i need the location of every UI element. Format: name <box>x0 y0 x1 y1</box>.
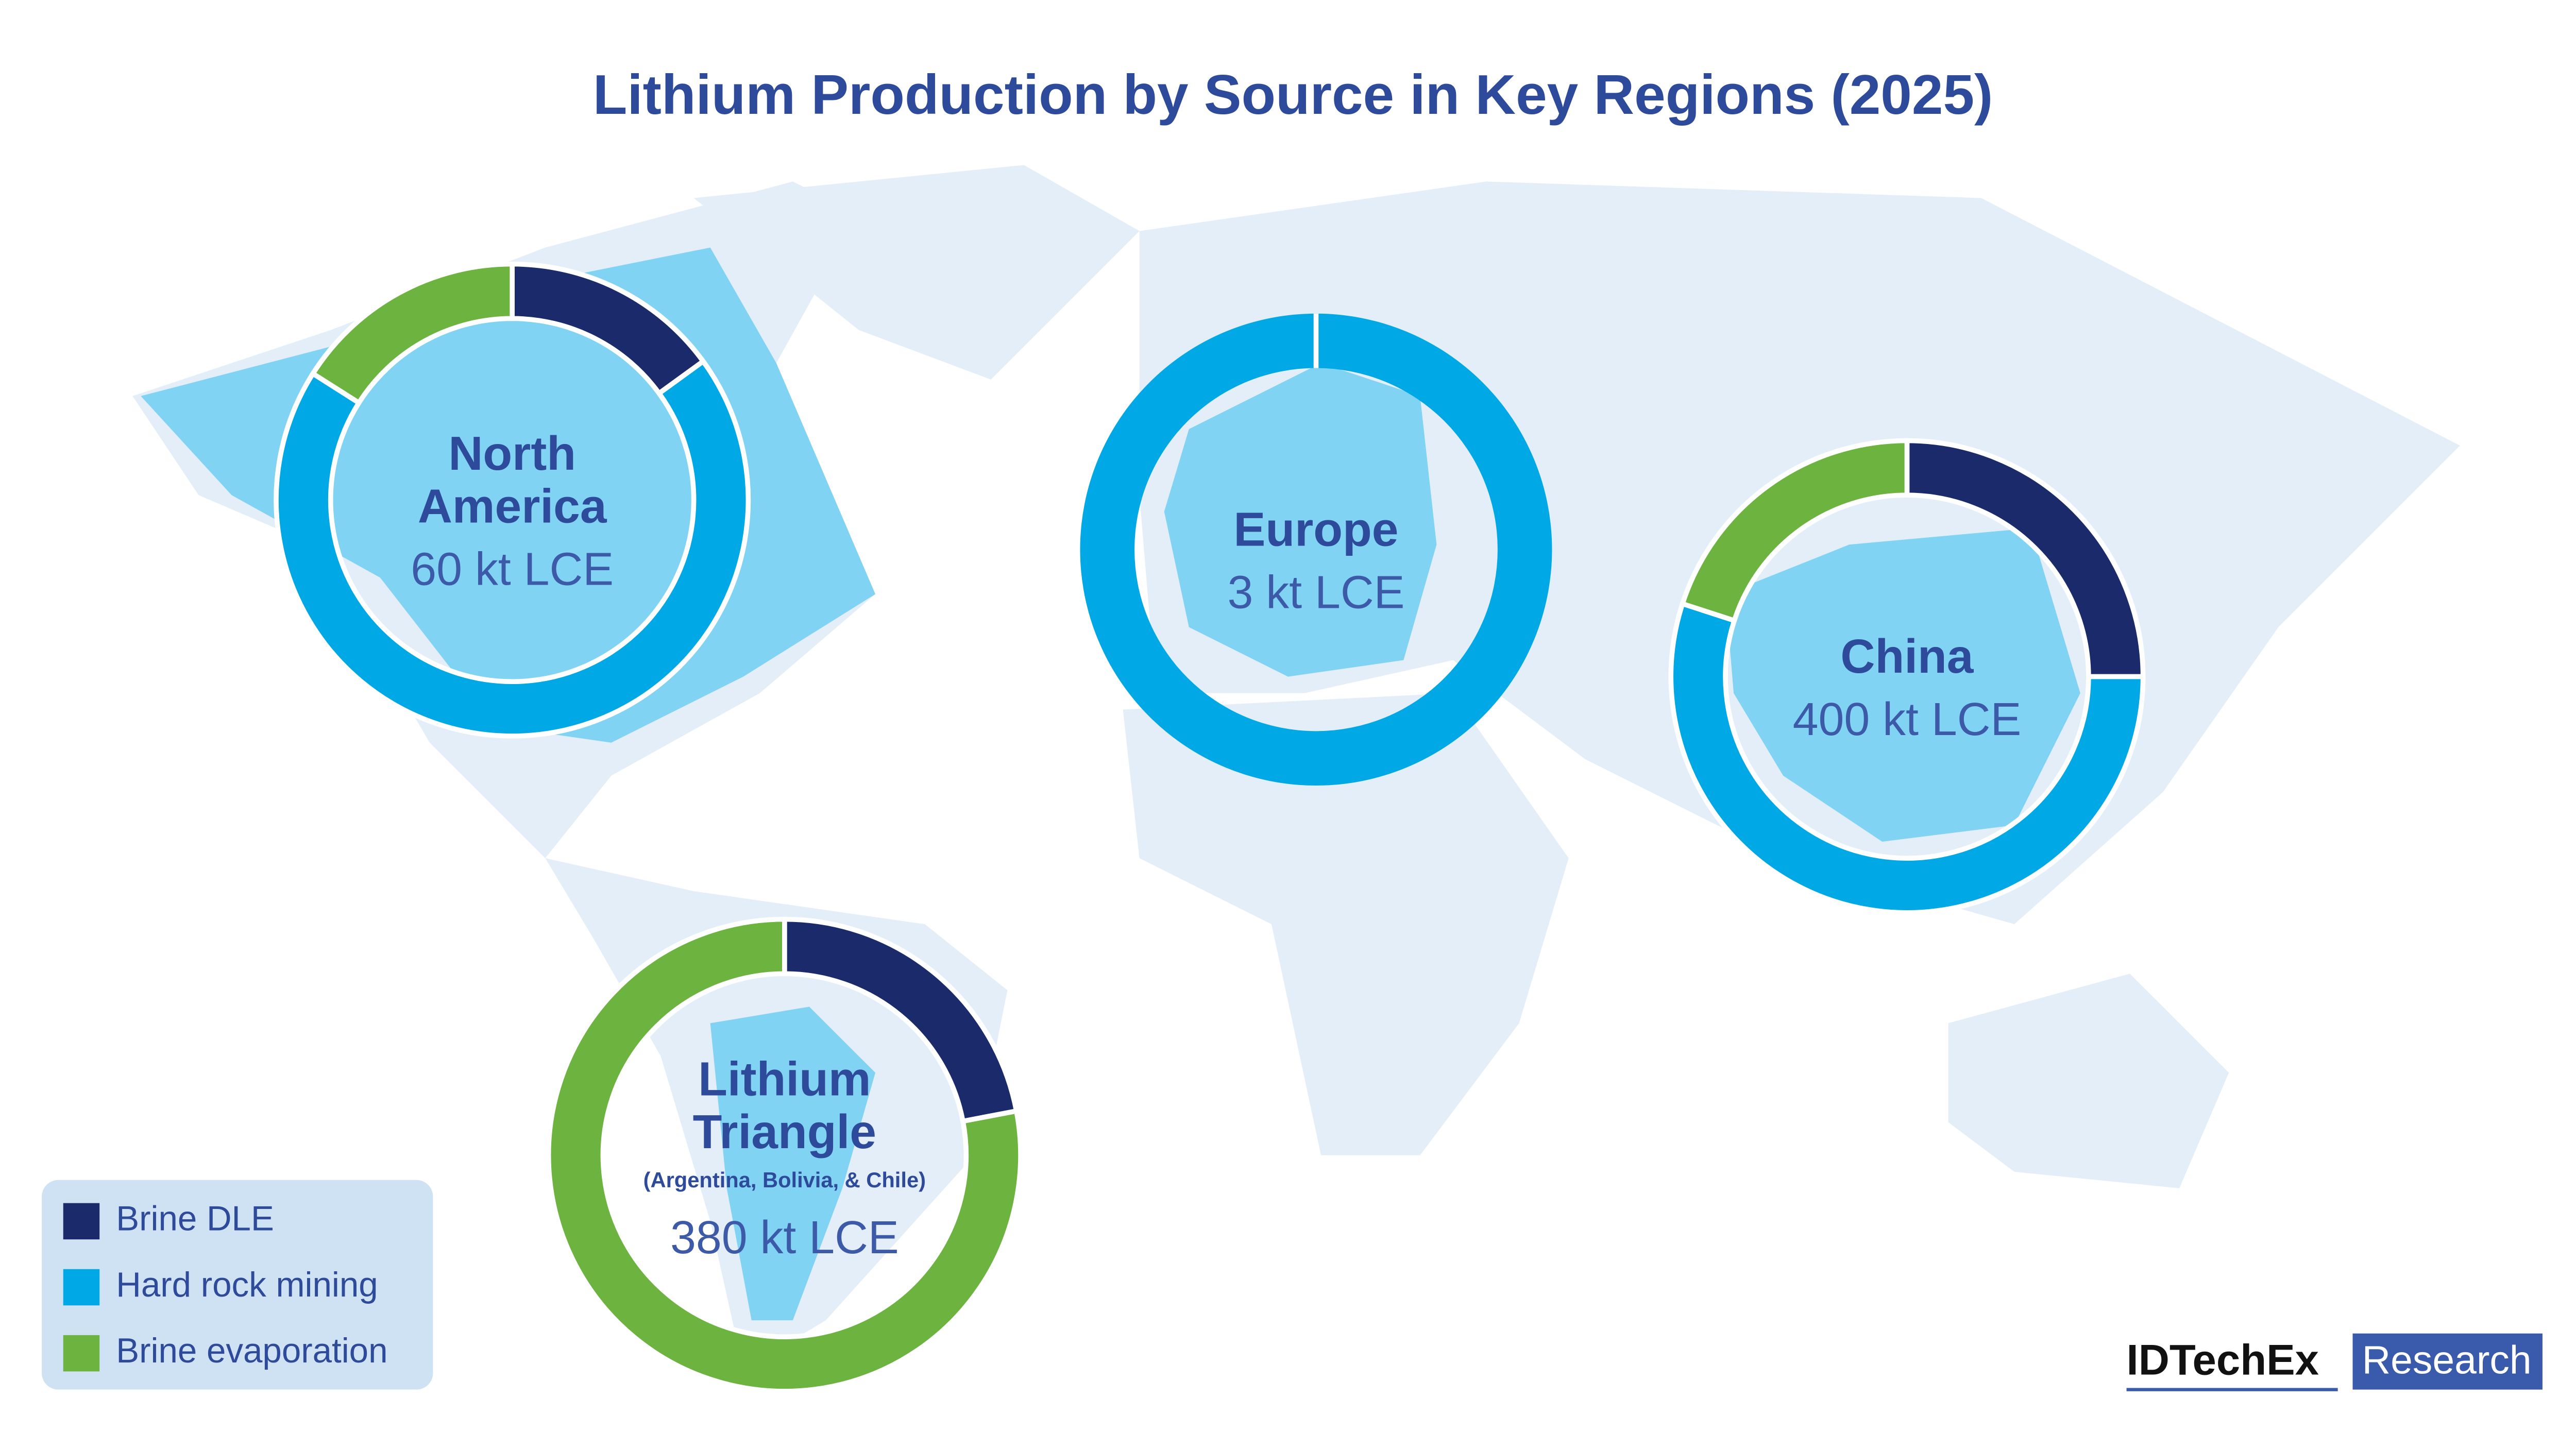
region-name: America <box>418 480 607 533</box>
region-total: 400 kt LCE <box>1793 694 2022 745</box>
legend-box <box>42 1180 433 1390</box>
brand-tag-box <box>2352 1333 2543 1390</box>
legend-swatch <box>63 1203 100 1240</box>
page-title: Lithium Production by Source in Key Regi… <box>593 63 1993 126</box>
legend-swatch <box>63 1269 100 1306</box>
legend-label: Hard rock mining <box>116 1266 378 1304</box>
donut-segment <box>546 916 1023 1394</box>
brand-logo: IDTechEx <box>2127 1336 2319 1384</box>
region-name: North <box>448 427 576 480</box>
legend-label: Brine DLE <box>116 1200 274 1238</box>
region-note: (Argentina, Bolivia, & Chile) <box>643 1168 926 1192</box>
donut-segment <box>1668 600 2146 915</box>
donut-segment <box>1679 438 1910 624</box>
brand-tag: Research <box>2362 1338 2532 1383</box>
region-total: 60 kt LCE <box>411 543 614 595</box>
donut-segment <box>274 357 751 739</box>
region-total: 3 kt LCE <box>1227 567 1404 618</box>
legend-label: Brine evaporation <box>116 1332 387 1370</box>
donut-segment <box>309 261 515 406</box>
donut-segment <box>1904 438 2146 679</box>
region-name: Triangle <box>693 1105 876 1158</box>
region-name: Europe <box>1233 502 1398 556</box>
region-total: 380 kt LCE <box>670 1212 899 1264</box>
region-name: Lithium <box>698 1052 871 1105</box>
legend: Brine DLE Hard rock mining Brine evaporati… <box>63 1200 388 1372</box>
region-name: China <box>1840 629 1974 683</box>
legend-swatch <box>63 1335 100 1372</box>
